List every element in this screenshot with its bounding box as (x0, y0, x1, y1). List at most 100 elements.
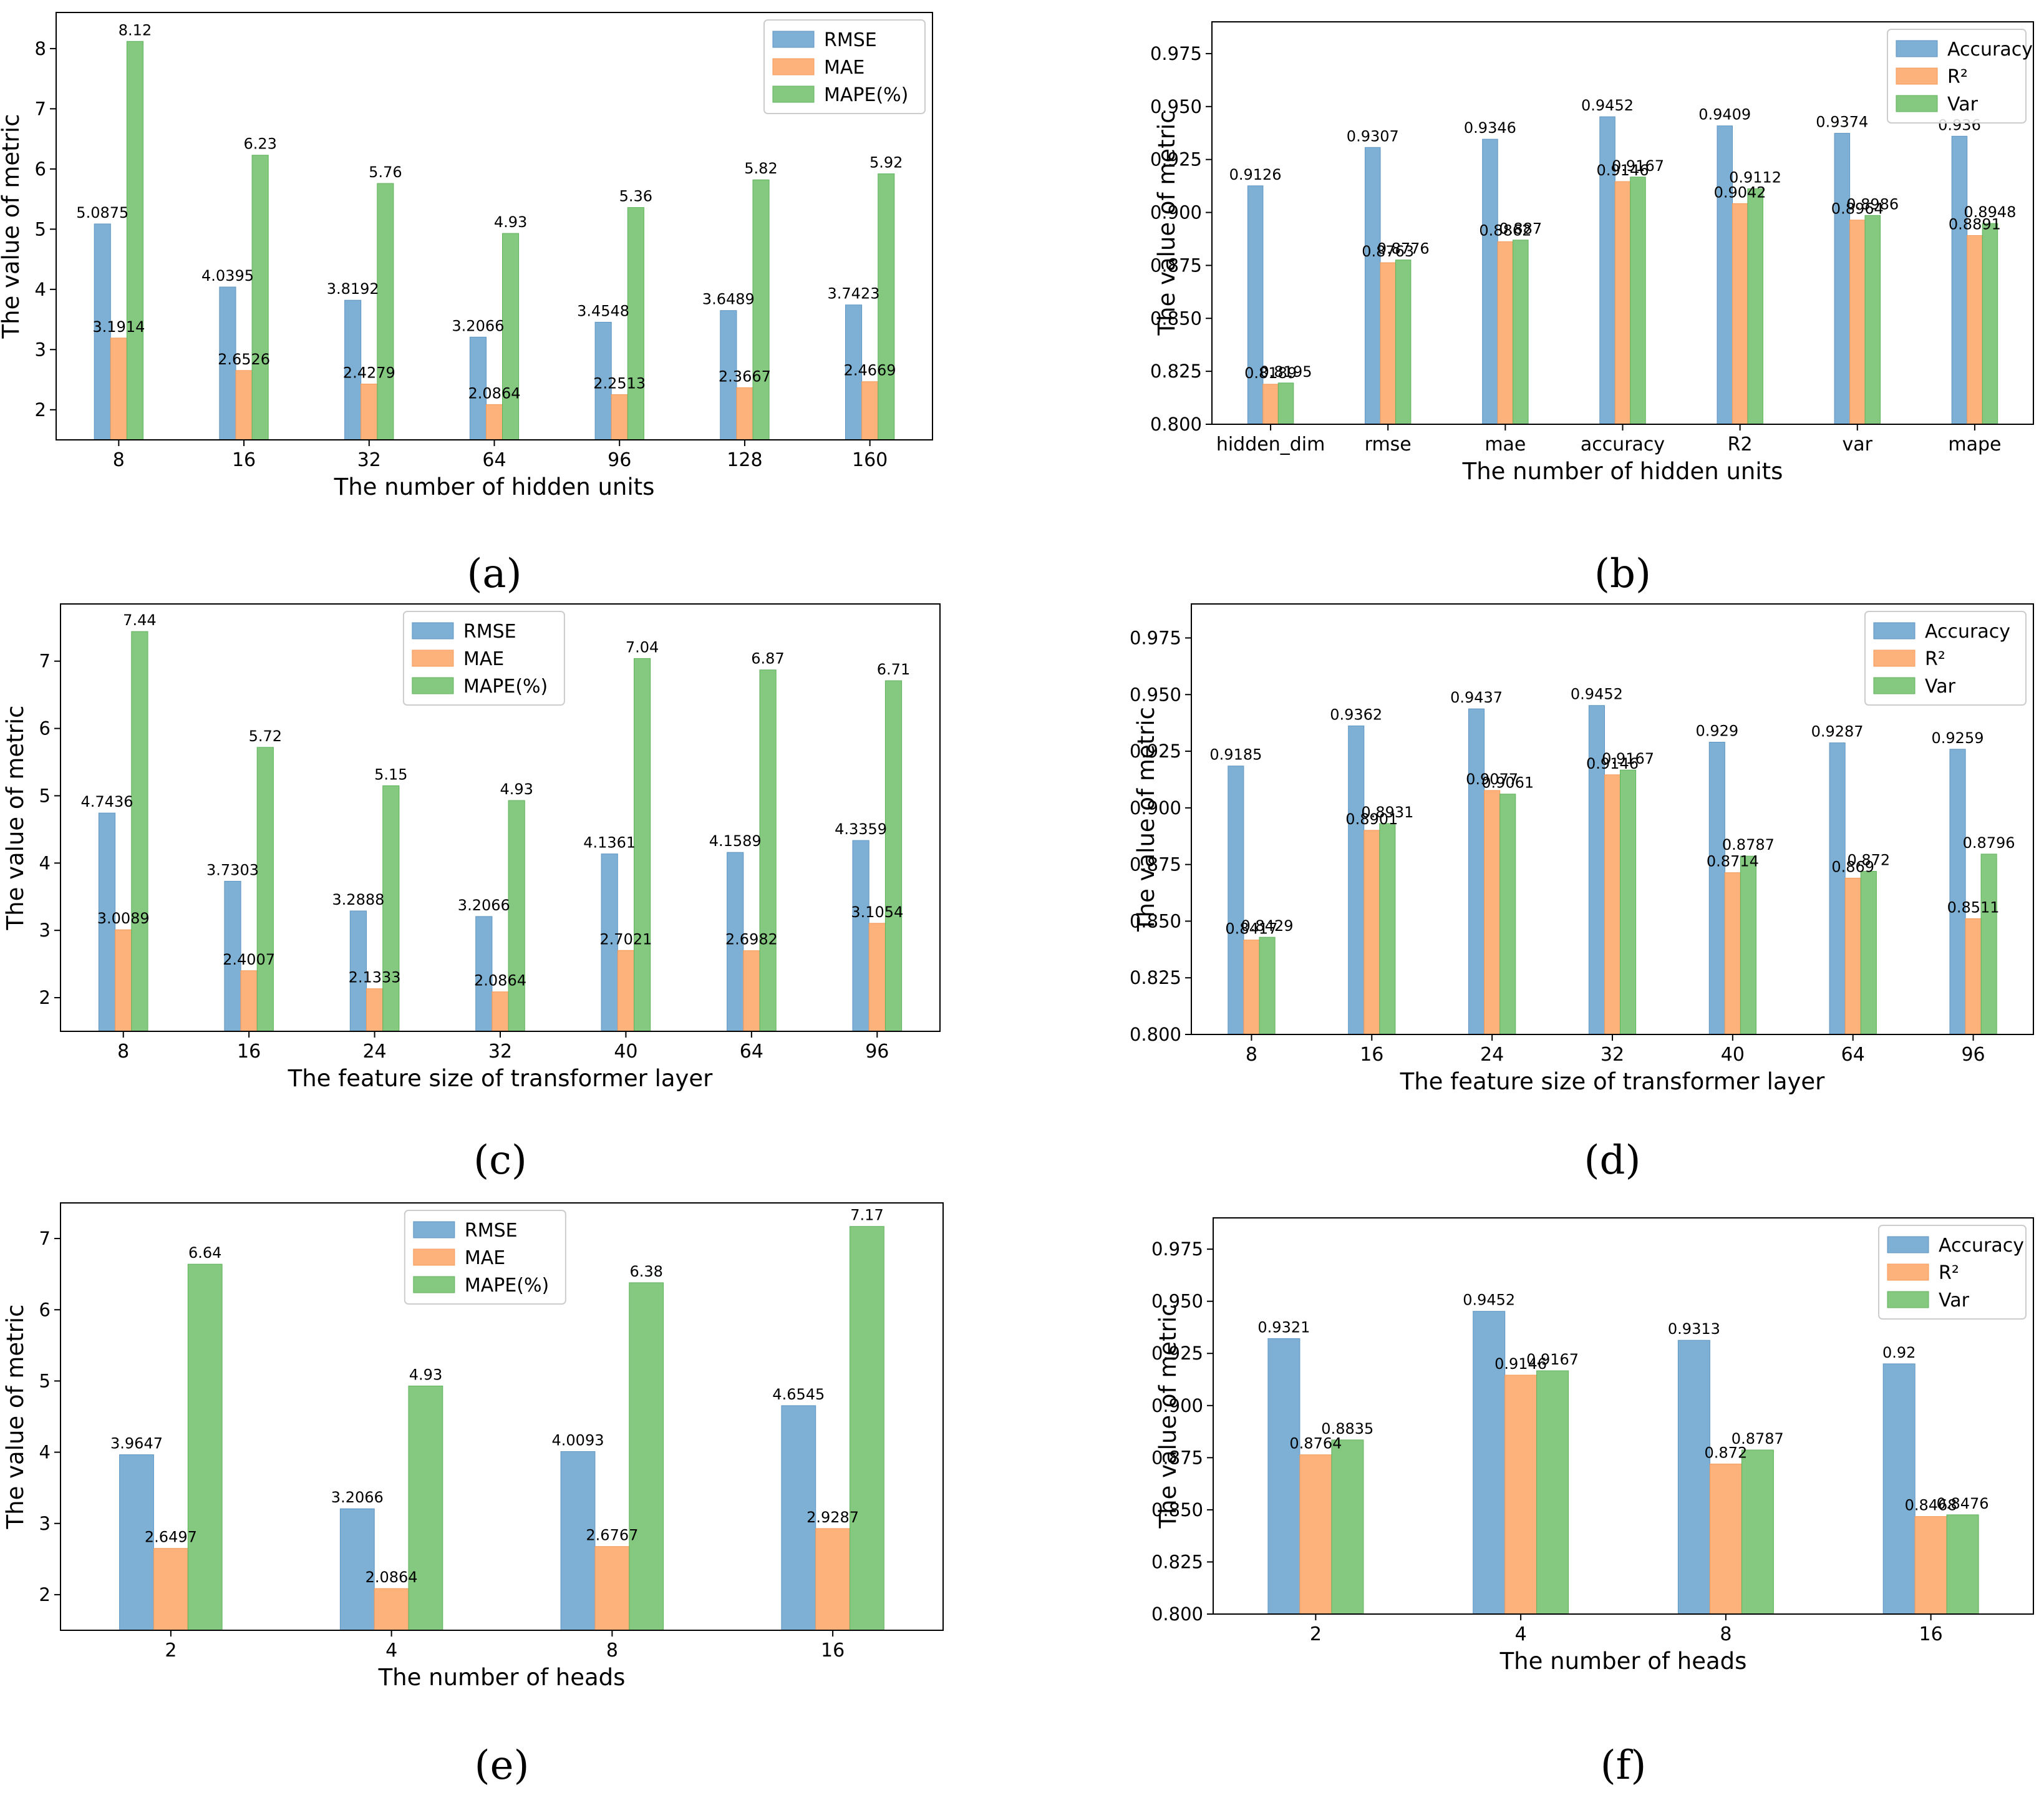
bar-rmse-32 (475, 916, 493, 1032)
legend-label-rmse: RMSE (824, 29, 877, 51)
bar-mae-8 (594, 1546, 630, 1631)
x-tick-label-mae: mae (1485, 434, 1526, 455)
bar-mape-64 (759, 669, 777, 1032)
bar-mape-160 (878, 173, 895, 440)
data-label-rmse-160: 3.7423 (828, 285, 880, 303)
data-label-accuracy-64: 0.9287 (1811, 723, 1864, 741)
data-label-mape-8: 7.44 (123, 611, 156, 629)
data-label-accuracy-var: 0.9374 (1816, 114, 1868, 131)
data-label-rmse-128: 3.6489 (702, 291, 755, 308)
bar-r-hidden-dim (1262, 384, 1279, 425)
data-label-accuracy-accuracy: 0.9452 (1581, 97, 1634, 114)
data-label-rmse-2: 3.9647 (110, 1435, 163, 1452)
bar-rmse-8 (94, 223, 111, 440)
bar-mae-32 (492, 991, 509, 1032)
legend-swatch-var (1873, 677, 1916, 694)
legend: Accuracy R² Var (1878, 1225, 2027, 1320)
x-axis: 2 4 8 16 (165, 1630, 845, 1661)
x-tick-label-32: 32 (488, 1041, 512, 1063)
legend-label-rmse: RMSE (465, 1220, 518, 1242)
bar-accuracy-mape (1951, 135, 1968, 425)
legend-swatch-var (1896, 95, 1938, 112)
bar-r-r2 (1732, 203, 1748, 425)
bar-rmse-16 (781, 1405, 816, 1631)
y-tick-label: 6 (35, 158, 46, 180)
bar-var-16 (1946, 1514, 1979, 1615)
x-tick-label-32: 32 (1601, 1044, 1624, 1066)
x-tick-label-160: 160 (852, 449, 888, 471)
bar-var-var (1864, 215, 1881, 425)
data-label-rmse-4: 3.2066 (331, 1489, 384, 1506)
y-axis-title: The value of metric (1155, 1304, 1181, 1529)
legend-label-accuracy: Accuracy (1947, 39, 2033, 61)
data-label-mae-24: 2.1333 (349, 969, 401, 986)
y-tick-label: 0.950 (1150, 96, 1202, 117)
legend-swatch-accuracy (1887, 1236, 1929, 1253)
x-tick-label-64: 64 (740, 1041, 763, 1063)
bar-mape-8 (131, 631, 148, 1032)
chart-f: 0.93210.94520.93130.920.87640.91460.8720… (1151, 1217, 2034, 1675)
bar-r-32 (1604, 774, 1621, 1035)
data-label-r-accuracy: 0.9146 (1597, 162, 1649, 179)
bar-r-24 (1484, 790, 1501, 1035)
x-axis-title: The feature size of transformer layer (288, 1065, 714, 1092)
data-label-r-8: 0.8417 (1225, 920, 1277, 938)
data-label-var-4: 0.9167 (1526, 1351, 1579, 1368)
axes-frame (60, 1202, 944, 1631)
y-axis: 2 3 4 5 6 7 (39, 1228, 61, 1605)
data-label-accuracy-r2: 0.9409 (1698, 106, 1751, 124)
y-tick-label: 0.925 (1130, 741, 1181, 762)
bars (119, 1226, 884, 1631)
y-tick-label: 0.925 (1150, 149, 1202, 170)
bar-rmse-2 (119, 1454, 154, 1631)
x-tick-label-8: 8 (117, 1041, 129, 1063)
x-axis-title: The feature size of transformer layer (1400, 1068, 1826, 1095)
y-axis-title: The value of metric (1133, 707, 1160, 932)
bar-var-hidden-dim (1277, 382, 1294, 425)
x-tick-label-16: 16 (237, 1041, 261, 1063)
x-tick-label-8: 8 (606, 1640, 618, 1661)
panel-caption-e: (e) (474, 1743, 530, 1789)
axes-frame (1213, 1217, 2034, 1615)
data-label-rmse-32: 3.8192 (327, 280, 379, 298)
y-tick-label: 0.800 (1151, 1603, 1203, 1625)
x-tick-label-32: 32 (357, 449, 381, 471)
data-label-mae-64: 2.0864 (468, 384, 521, 402)
y-tick-label: 4 (39, 852, 51, 873)
y-tick-label: 0.875 (1150, 255, 1202, 276)
y-tick-label: 5 (39, 785, 51, 806)
legend: Accuracy R² Var (1864, 611, 2027, 706)
bar-mae-160 (861, 381, 879, 440)
data-label-r-32: 0.9146 (1586, 755, 1639, 772)
legend-label-r: R² (1925, 648, 1945, 670)
y-tick-label: 0.850 (1150, 308, 1202, 329)
data-label-r-16: 0.8468 (1905, 1497, 1957, 1514)
bar-r-16 (1914, 1516, 1947, 1615)
legend-swatch-var (1887, 1291, 1929, 1308)
legend-swatch-mae (413, 1248, 455, 1266)
bar-mae-64 (743, 950, 760, 1032)
data-label-accuracy-8: 0.9185 (1209, 746, 1262, 764)
x-tick-label-4: 4 (385, 1640, 397, 1661)
data-label-r-var: 0.8964 (1831, 200, 1884, 218)
y-tick-label: 3 (35, 339, 46, 360)
data-label-mae-16: 2.6526 (218, 351, 270, 368)
data-label-r-96: 0.8511 (1947, 898, 2000, 916)
data-label-rmse-96: 3.4548 (577, 302, 629, 319)
data-label-mae-40: 2.7021 (599, 930, 652, 948)
bar-rmse-128 (720, 310, 737, 440)
data-label-mape-128: 5.82 (744, 160, 777, 177)
bar-accuracy-24 (1468, 708, 1485, 1035)
bar-var-2 (1331, 1439, 1364, 1615)
data-label-mape-96: 5.36 (619, 188, 652, 205)
bar-var-8 (1741, 1449, 1774, 1615)
data-label-rmse-16: 3.7303 (206, 861, 259, 878)
data-label-accuracy-32: 0.9452 (1571, 686, 1623, 703)
bar-var-mape (1982, 223, 1998, 425)
data-label-mape-40: 7.04 (626, 638, 659, 656)
y-tick-label: 4 (35, 279, 46, 300)
y-tick-label: 6 (39, 1299, 51, 1320)
data-label-mape-8: 6.38 (629, 1263, 662, 1280)
data-label-mae-96: 3.1054 (851, 903, 903, 921)
